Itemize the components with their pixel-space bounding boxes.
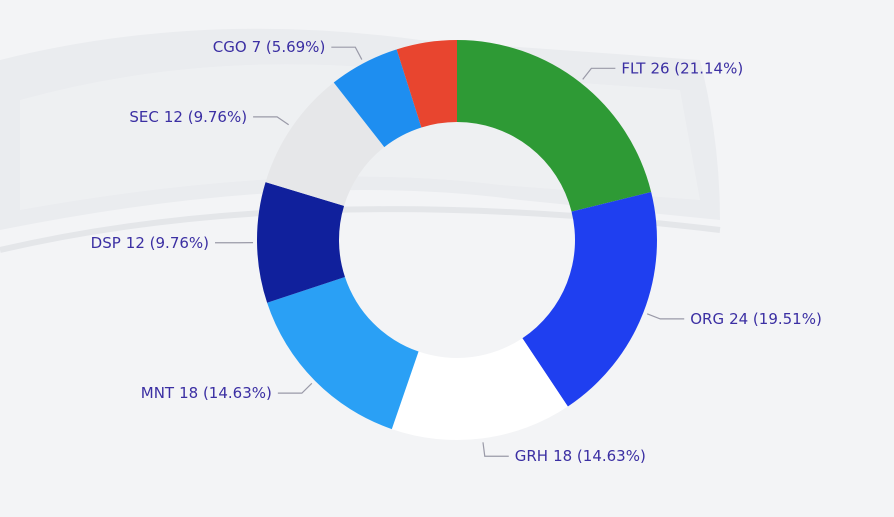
slice-label: CGO 7 (5.69%) (213, 38, 326, 56)
slice-value: 18 (14.63%) (179, 384, 272, 402)
slice-value: 12 (9.76%) (164, 107, 247, 125)
slice-label: GRH 18 (14.63%) (515, 447, 646, 465)
slice-value: 12 (9.76%) (126, 233, 209, 251)
slice-category: DSP (91, 233, 121, 251)
slice-label: ORG 24 (19.51%) (690, 309, 822, 327)
leader-line (647, 314, 684, 319)
slice-category: GRH (515, 447, 548, 465)
slice-category: SEC (129, 107, 158, 125)
slice-value: 26 (21.14%) (650, 59, 743, 77)
slice-category: ORG (690, 309, 724, 327)
slice-category: FLT (621, 59, 646, 77)
slice-category: CGO (213, 38, 247, 56)
leader-line (483, 442, 509, 456)
slice-label: DSP 12 (9.76%) (91, 233, 209, 251)
slice-value: 24 (19.51%) (729, 309, 822, 327)
donut-slice (267, 277, 418, 429)
page: {"chart_data": {"type": "donut", "catego… (0, 0, 894, 517)
chart: FLT26 (21.14%) ORG 24 (19.51%) GRH 18 (14.63… (0, 0, 894, 517)
slice-value: 18 (14.63%) (553, 447, 646, 465)
slice-value: 7 (5.69%) (252, 38, 326, 56)
donut (257, 40, 657, 440)
leader-line (278, 383, 312, 393)
slice-label: SEC 12 (9.76%) (129, 107, 247, 125)
slice-category: MNT (141, 384, 175, 402)
